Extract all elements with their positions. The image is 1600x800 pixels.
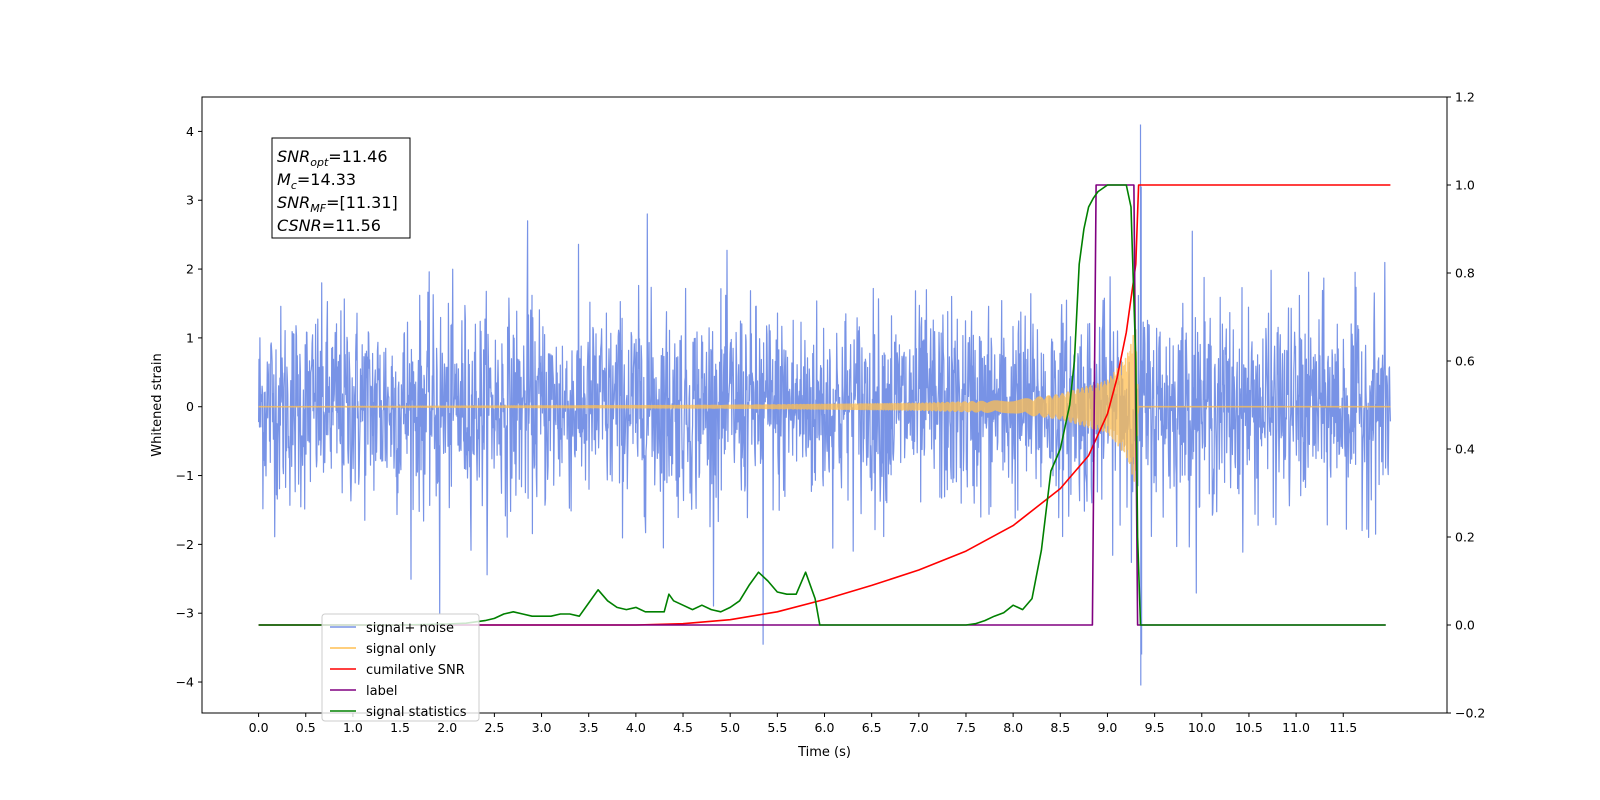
- x-tick-label: 3.0: [532, 720, 552, 735]
- series-line-1: [258, 329, 1391, 482]
- series-line-2: [258, 184, 1391, 626]
- x-tick-label: 5.5: [767, 720, 787, 735]
- axes-layer: 0.0 0.5 1.0 1.5 2.0 2.5 3.0 3.5 4.0 4.5 5.0 5.5 6.0 6…: [176, 90, 1486, 736]
- legend: signal+ noise signal only cumilative SNR la…: [321, 613, 480, 722]
- y-tick-label: 3: [186, 193, 194, 208]
- x-tick-label: 11.5: [1329, 720, 1357, 735]
- y-tick-label: 4: [186, 124, 194, 139]
- y2-tick-label: 1.2: [1455, 90, 1475, 105]
- x-tick-label: 6.0: [815, 720, 835, 735]
- annotation-frame: [271, 137, 411, 239]
- x-tick-label: 4.0: [626, 720, 646, 735]
- y-tick-label: 1: [186, 330, 194, 345]
- y2-tick-label: 1.0: [1455, 178, 1475, 193]
- x-tick-label: 1.0: [343, 720, 363, 735]
- y-tick-label: 0: [186, 399, 194, 414]
- x-tick-label: 8.5: [1050, 720, 1070, 735]
- x-axis-label: Time (s): [797, 745, 851, 760]
- series-line-4: [258, 184, 1386, 626]
- annotation-line: SNRopt=11.46: [277, 147, 388, 169]
- legend-frame: [321, 613, 480, 722]
- x-tick-label: 3.5: [579, 720, 599, 735]
- x-tick-label: 6.5: [862, 720, 882, 735]
- x-tick-label: 0.5: [296, 720, 316, 735]
- y-tick-label: −2: [176, 537, 194, 552]
- legend-label: signal statistics: [366, 705, 467, 720]
- x-tick-label: 11.0: [1282, 720, 1310, 735]
- x-tick-label: 7.0: [909, 720, 929, 735]
- series-line-0: [258, 124, 1391, 686]
- x-tick-label: 2.0: [437, 720, 457, 735]
- x-tick-label: 2.5: [484, 720, 504, 735]
- legend-label: cumilative SNR: [366, 663, 465, 678]
- y2-tick-label: 0.0: [1455, 618, 1475, 633]
- y-tick-label: 2: [186, 262, 194, 277]
- x-tick-label: 1.5: [390, 720, 410, 735]
- annotation-line: SNRMF=[11.31]: [277, 193, 398, 215]
- legend-label: signal only: [366, 642, 436, 657]
- x-tick-label: 0.0: [249, 720, 269, 735]
- x-tick-label: 8.0: [1003, 720, 1023, 735]
- y2-tick-label: 0.6: [1455, 354, 1475, 369]
- y2-tick-label: 0.4: [1455, 442, 1475, 457]
- y2-tick-label: −0.2: [1455, 706, 1485, 721]
- y-axis-label: Whitened strain: [150, 353, 165, 456]
- x-tick-label: 5.0: [720, 720, 740, 735]
- x-tick-label: 9.0: [1098, 720, 1118, 735]
- x-tick-label: 9.5: [1145, 720, 1165, 735]
- y-tick-label: −4: [176, 675, 194, 690]
- y2-tick-label: 0.8: [1455, 266, 1475, 281]
- y-tick-label: −1: [176, 468, 194, 483]
- series-layer: [258, 124, 1391, 686]
- legend-label: signal+ noise: [366, 621, 454, 636]
- x-tick-label: 10.5: [1235, 720, 1263, 735]
- y-tick-label: −3: [176, 606, 194, 621]
- annotation-box: SNRopt=11.46Mc=14.33SNRMF=[11.31]CSNR=11…: [271, 137, 411, 239]
- annotation-line: Mc=14.33: [277, 170, 356, 192]
- x-tick-label: 4.5: [673, 720, 693, 735]
- x-tick-label: 10.0: [1188, 720, 1216, 735]
- annotation-line: CSNR=11.56: [277, 216, 381, 235]
- y2-tick-label: 0.2: [1455, 530, 1475, 545]
- x-tick-label: 7.5: [956, 720, 976, 735]
- legend-label: label: [366, 684, 397, 699]
